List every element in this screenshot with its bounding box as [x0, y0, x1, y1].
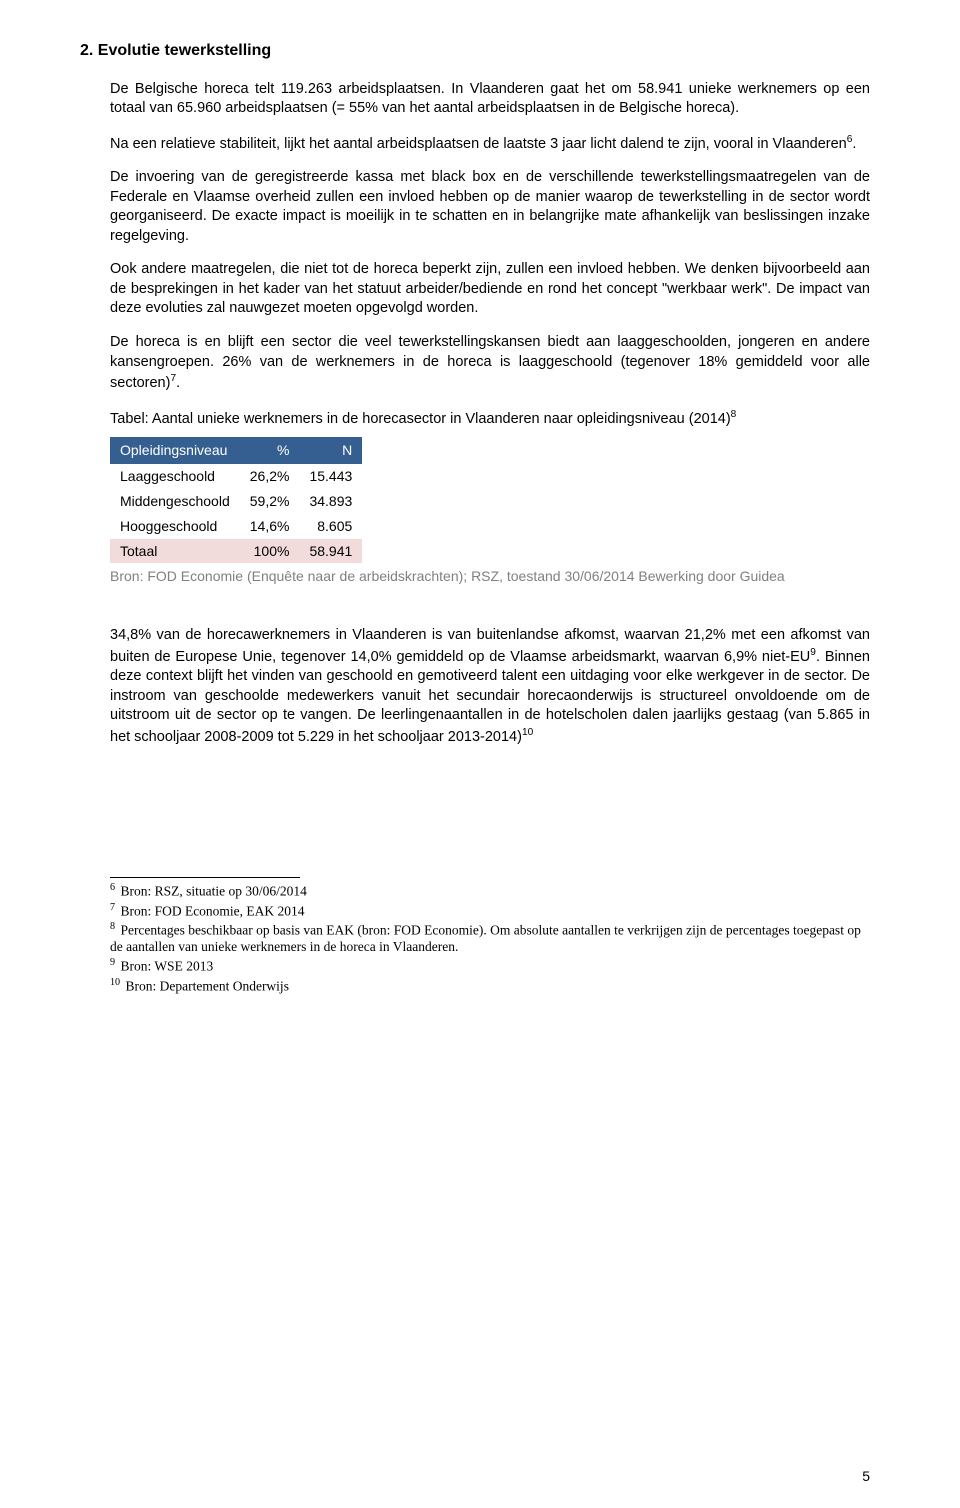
paragraph: Ook andere maatregelen, die niet tot de … [110, 260, 870, 319]
paragraph: De horeca is en blijft een sector die ve… [110, 333, 870, 394]
paragraph: De invoering van de geregistreerde kassa… [110, 168, 870, 246]
education-table: Opleidingsniveau % N Laaggeschoold 26,2%… [110, 437, 362, 563]
footnote-text: Bron: Departement Onderwijs [125, 978, 288, 993]
paragraph: 34,8% van de horecawerknemers in Vlaande… [110, 626, 870, 747]
cell: 26,2% [240, 464, 300, 489]
footnote-text: Bron: WSE 2013 [120, 959, 213, 974]
footnote-number: 10 [110, 977, 120, 988]
page: 2. Evolutie tewerkstelling De Belgische … [0, 0, 960, 1508]
col-header: N [299, 437, 362, 464]
cell: 14,6% [240, 514, 300, 539]
footnote-text: Percentages beschikbaar op basis van EAK… [110, 923, 861, 955]
footnote-text: Bron: FOD Economie, EAK 2014 [120, 903, 304, 918]
text: De horeca is en blijft een sector die ve… [110, 334, 870, 391]
page-number: 5 [862, 1467, 870, 1486]
cell: 15.443 [299, 464, 362, 489]
table-total-row: Totaal 100% 58.941 [110, 539, 362, 564]
cell: Totaal [110, 539, 240, 564]
text: 34,8% van de horecawerknemers in Vlaande… [110, 627, 870, 664]
footnotes: 6 Bron: RSZ, situatie op 30/06/2014 7 Br… [110, 882, 870, 995]
footnote-separator [110, 877, 300, 878]
footnote-number: 6 [110, 882, 115, 893]
paragraph: Na een relatieve stabiliteit, lijkt het … [110, 133, 870, 154]
footnote-ref: 8 [731, 409, 737, 420]
table-header-row: Opleidingsniveau % N [110, 437, 362, 464]
table-row: Middengeschoold 59,2% 34.893 [110, 489, 362, 514]
footnote-text: Bron: RSZ, situatie op 30/06/2014 [120, 884, 306, 899]
footnote-number: 9 [110, 957, 115, 968]
footnote-ref: 10 [522, 727, 533, 738]
footnote: 7 Bron: FOD Economie, EAK 2014 [110, 902, 870, 920]
paragraph: De Belgische horeca telt 119.263 arbeids… [110, 80, 870, 119]
table-row: Hooggeschoold 14,6% 8.605 [110, 514, 362, 539]
cell: Laaggeschoold [110, 464, 240, 489]
cell: 8.605 [299, 514, 362, 539]
cell: Hooggeschoold [110, 514, 240, 539]
footnote: 10 Bron: Departement Onderwijs [110, 977, 870, 995]
footnote-number: 8 [110, 921, 115, 932]
footnote-number: 7 [110, 902, 115, 913]
col-header: % [240, 437, 300, 464]
cell: Middengeschoold [110, 489, 240, 514]
footnote: 6 Bron: RSZ, situatie op 30/06/2014 [110, 882, 870, 900]
text: . [852, 136, 856, 152]
section-heading: 2. Evolutie tewerkstelling [80, 40, 870, 62]
cell: 58.941 [299, 539, 362, 564]
cell: 34.893 [299, 489, 362, 514]
text: Na een relatieve stabiliteit, lijkt het … [110, 136, 847, 152]
cell: 100% [240, 539, 300, 564]
footnote: 9 Bron: WSE 2013 [110, 957, 870, 975]
table-source: Bron: FOD Economie (Enquête naar de arbe… [110, 567, 870, 586]
text: Tabel: Aantal unieke werknemers in de ho… [110, 410, 731, 426]
table-caption: Tabel: Aantal unieke werknemers in de ho… [110, 408, 870, 429]
col-header: Opleidingsniveau [110, 437, 240, 464]
cell: 59,2% [240, 489, 300, 514]
text: . [176, 375, 180, 391]
footnote: 8 Percentages beschikbaar op basis van E… [110, 921, 870, 956]
table-row: Laaggeschoold 26,2% 15.443 [110, 464, 362, 489]
